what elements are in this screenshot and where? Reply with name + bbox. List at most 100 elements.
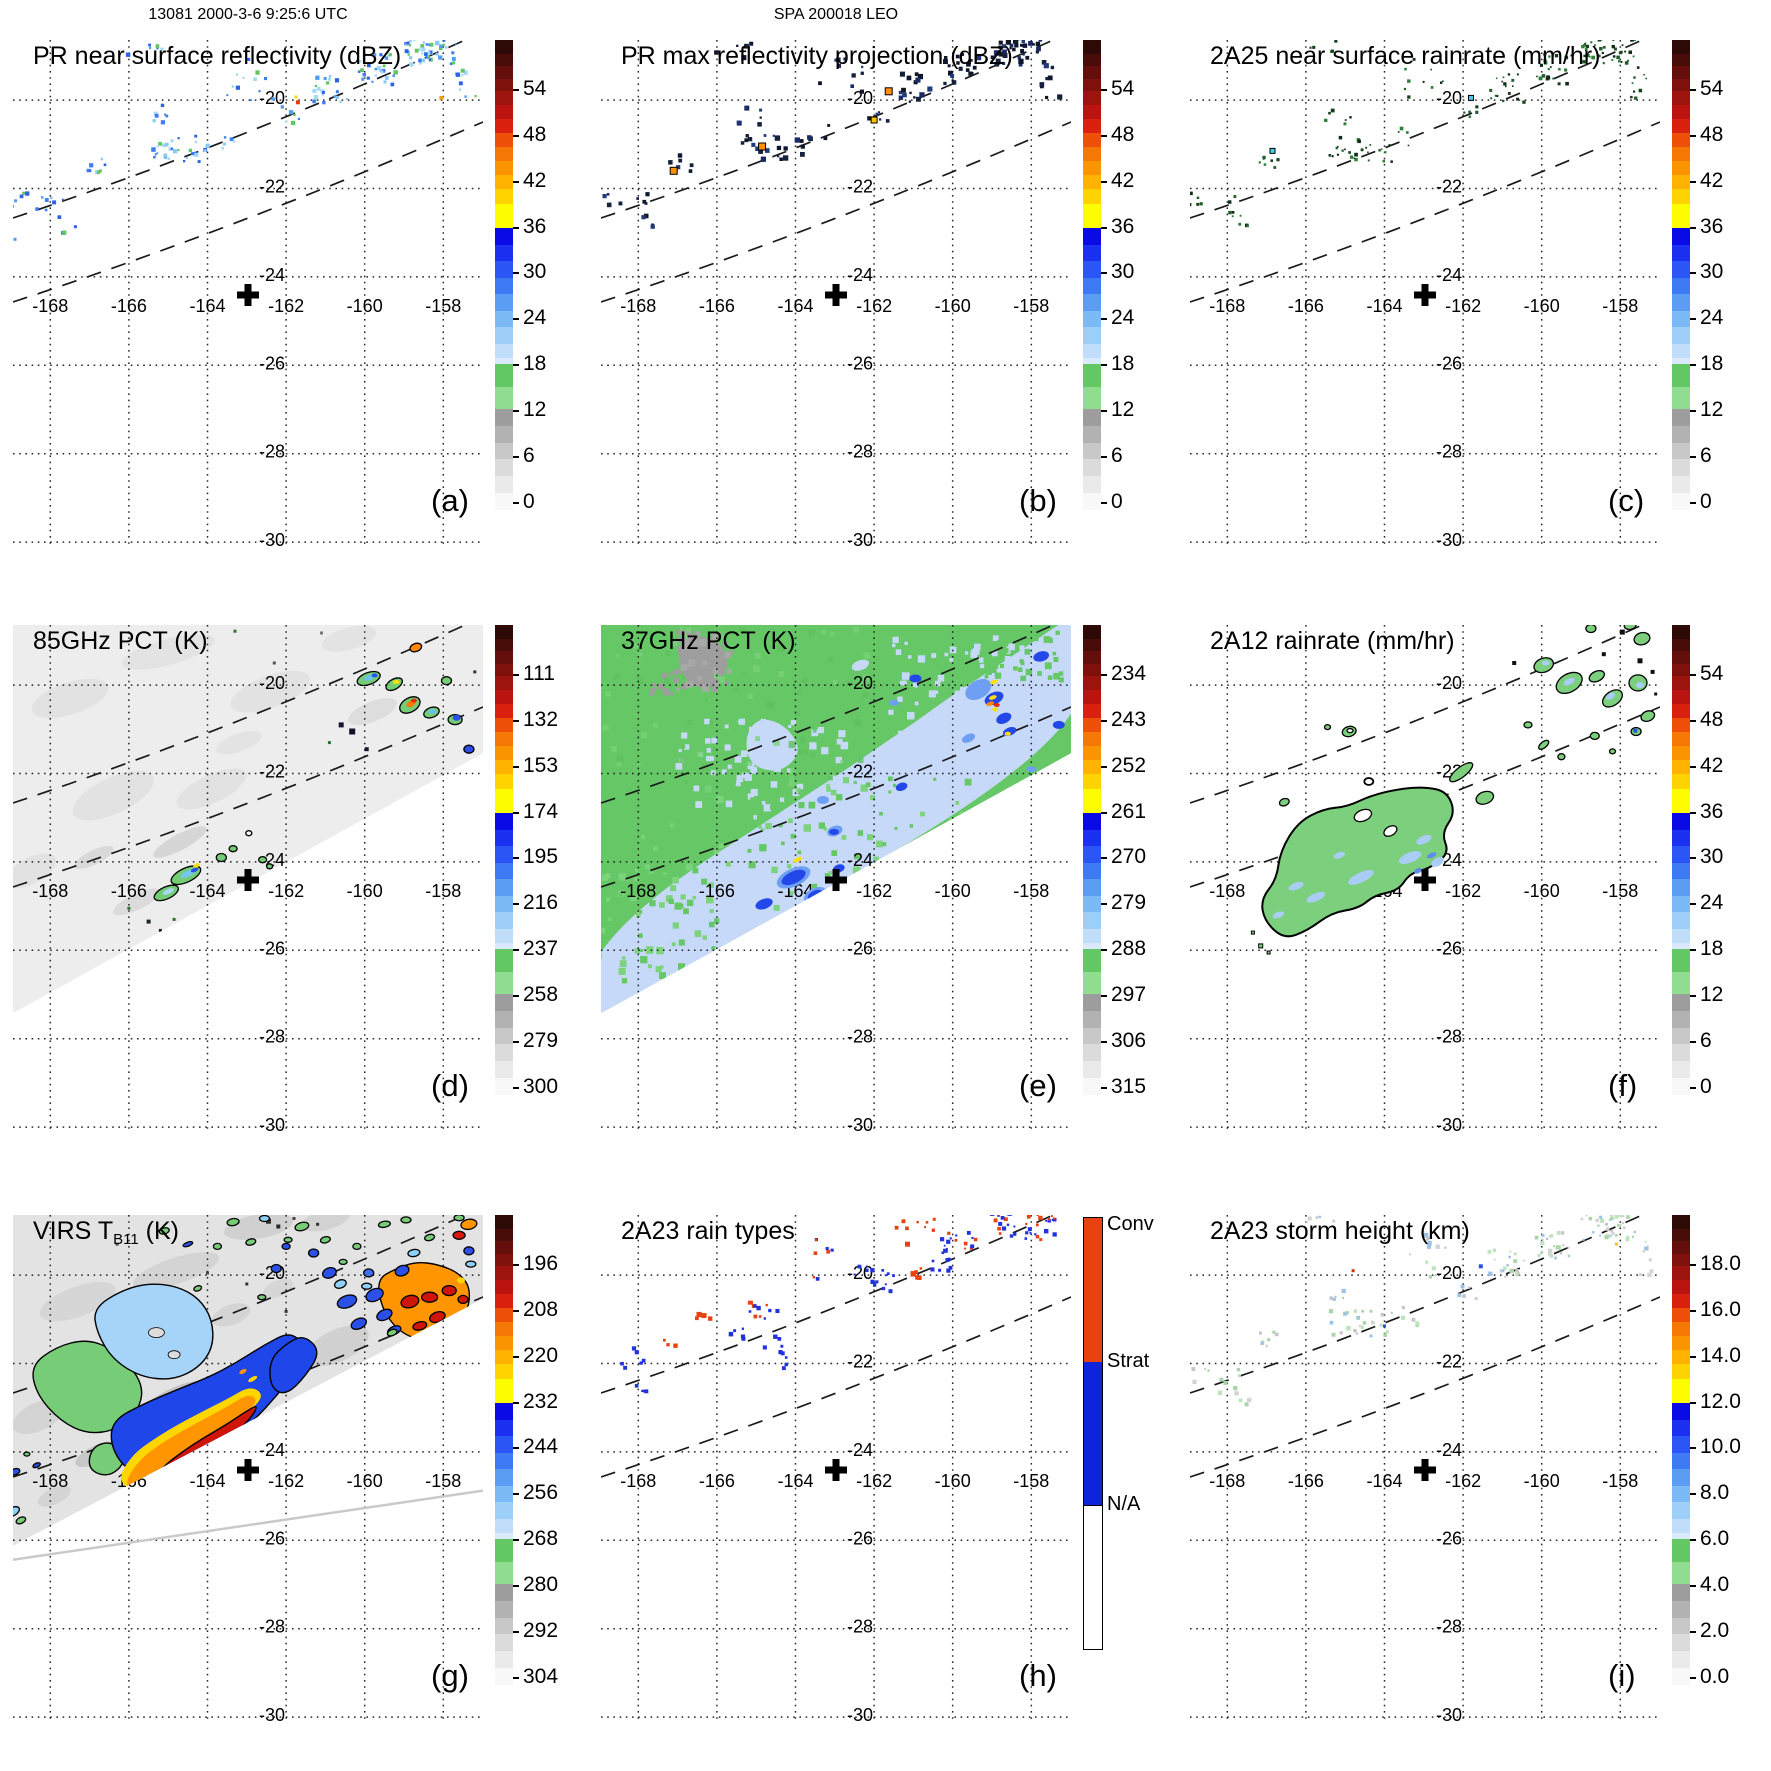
colorbar-segment bbox=[1672, 1061, 1690, 1078]
lat-tick-label: -20 bbox=[1436, 1263, 1462, 1283]
colorbar-segment bbox=[1672, 1533, 1690, 1539]
colorbar-segment bbox=[495, 294, 513, 311]
colorbar-segment bbox=[495, 278, 513, 294]
colorbar-tick-mark bbox=[1690, 135, 1696, 137]
colorbar-segment bbox=[495, 443, 513, 459]
lon-tick-label: -168 bbox=[32, 296, 68, 316]
colorbar-tick-label: 10.0 bbox=[1700, 1435, 1741, 1458]
colorbar-segment bbox=[495, 651, 513, 664]
colorbar-tick-label: 153 bbox=[523, 754, 559, 777]
colorbar-tick-mark bbox=[1690, 995, 1696, 997]
colorbar-tick-label: 30 bbox=[1700, 845, 1724, 868]
colorbar-b bbox=[1083, 40, 1101, 510]
swath-edge-dashed-lines bbox=[1190, 1215, 1660, 1478]
colorbar-segment bbox=[1672, 1229, 1690, 1241]
lon-tick-label: -158 bbox=[1013, 881, 1049, 901]
panel-title-g: VIRS TB11 (K) bbox=[33, 1217, 179, 1248]
colorbar-tick-label: 48 bbox=[1700, 708, 1724, 731]
lon-tick-label: -158 bbox=[425, 881, 461, 901]
colorbar-tick-label: 16.0 bbox=[1700, 1298, 1741, 1321]
colorbar-tick-mark bbox=[1690, 89, 1696, 91]
colorbar-tick-mark bbox=[513, 318, 519, 320]
colorbar-segment bbox=[1672, 387, 1690, 409]
colorbar-tick-label: 12 bbox=[523, 398, 547, 421]
colorbar-segment bbox=[1083, 846, 1101, 863]
crosshair-marker bbox=[237, 284, 259, 306]
colorbar-segment bbox=[1083, 704, 1101, 718]
panel-title-d: 85GHz PCT (K) bbox=[33, 627, 208, 655]
colorbar-segment bbox=[1672, 426, 1690, 443]
colorbar-segment bbox=[1083, 863, 1101, 879]
colorbar-tick-label: 30 bbox=[1111, 260, 1135, 283]
colorbar-segment bbox=[1672, 972, 1690, 994]
lon-tick-label: -166 bbox=[111, 296, 147, 316]
colorbar-segment bbox=[495, 625, 513, 639]
lat-tick-label: -30 bbox=[1436, 530, 1462, 550]
swath-edge-dashed-lines bbox=[13, 625, 483, 888]
lon-tick-label: -162 bbox=[1445, 296, 1481, 316]
lon-tick-label: -160 bbox=[1524, 296, 1560, 316]
colorbar-segment bbox=[1083, 690, 1101, 704]
lon-tick-label: -160 bbox=[347, 881, 383, 901]
colorbar-tick-mark bbox=[1101, 272, 1107, 274]
panel-letter-d: (d) bbox=[431, 1068, 469, 1103]
colorbar-segment bbox=[1083, 261, 1101, 278]
lon-tick-label: -168 bbox=[620, 296, 656, 316]
colorbar-segment bbox=[1083, 732, 1101, 746]
colorbar-segment bbox=[495, 119, 513, 133]
colorbar-tick-label: 8.0 bbox=[1700, 1481, 1730, 1504]
colorbar-segment bbox=[1672, 732, 1690, 746]
lon-tick-label: -158 bbox=[1013, 296, 1049, 316]
colorbar-tick-mark bbox=[513, 135, 519, 137]
colorbar-segment bbox=[1672, 105, 1690, 119]
colorbar-segment bbox=[495, 774, 513, 789]
colorbar-segment bbox=[495, 732, 513, 746]
colorbar-segment bbox=[1672, 1215, 1690, 1229]
lon-tick-label: -164 bbox=[189, 1471, 225, 1491]
colorbar-segment bbox=[1083, 879, 1101, 896]
colorbar-tick-label: 270 bbox=[1111, 845, 1147, 868]
panel-letter-f: (f) bbox=[1608, 1068, 1638, 1103]
colorbar-tick-label: 42 bbox=[1700, 169, 1724, 192]
lon-tick-label: -168 bbox=[32, 1471, 68, 1491]
colorbar-segment bbox=[1083, 1011, 1101, 1028]
colorbar-segment bbox=[1672, 1241, 1690, 1254]
colorbar-segment bbox=[1672, 639, 1690, 651]
colorbar-segment bbox=[1083, 830, 1101, 846]
colorbar-segment bbox=[1672, 813, 1690, 830]
colorbar-tick-label: 292 bbox=[523, 1619, 559, 1642]
colorbar-tick-label: 196 bbox=[523, 1252, 559, 1275]
colorbar-tick-label: 208 bbox=[523, 1298, 559, 1321]
colorbar-tick-label: 30 bbox=[523, 260, 547, 283]
raintype-segment bbox=[1084, 1218, 1102, 1362]
colorbar-segment bbox=[1083, 1044, 1101, 1061]
colorbar-segment bbox=[1672, 133, 1690, 147]
colorbar-tick-label: 18 bbox=[1111, 352, 1135, 375]
colorbar-tick-label: 42 bbox=[1111, 169, 1135, 192]
colorbar-segment bbox=[495, 409, 513, 426]
colorbar-segment bbox=[495, 949, 513, 972]
colorbar-segment bbox=[495, 245, 513, 261]
map-b: -168 -166 -164 -162 -160 -158 -20 -22 -24 -26 -28 -… bbox=[601, 40, 1071, 550]
colorbar-segment bbox=[1672, 476, 1690, 493]
colorbar-e bbox=[1083, 625, 1101, 1095]
colorbar-segment bbox=[1083, 228, 1101, 245]
colorbar-segment bbox=[1083, 327, 1101, 344]
lat-tick-label: -22 bbox=[1436, 1352, 1462, 1372]
colorbar-segment bbox=[1672, 949, 1690, 972]
colorbar-segment bbox=[1672, 1078, 1690, 1095]
colorbar-segment bbox=[1672, 358, 1690, 364]
raintype-label: Strat bbox=[1107, 1350, 1150, 1372]
lon-tick-label: -160 bbox=[1524, 881, 1560, 901]
lat-tick-label: -30 bbox=[1436, 1115, 1462, 1135]
spa-header: SPA 200018 LEO bbox=[773, 6, 899, 23]
lat-tick-label: -20 bbox=[847, 673, 873, 693]
lat-tick-label: -26 bbox=[847, 938, 873, 958]
colorbar-tick-label: 36 bbox=[523, 215, 547, 238]
colorbar-segment bbox=[1083, 625, 1101, 639]
graticule: -168-166-164-162-160-158-20-22-24-26-28-… bbox=[13, 40, 483, 550]
colorbar-segment bbox=[1083, 189, 1101, 204]
colorbar-tick-label: 6.0 bbox=[1700, 1527, 1730, 1550]
colorbar-segment bbox=[1672, 1420, 1690, 1436]
colorbar-segment bbox=[1083, 651, 1101, 664]
